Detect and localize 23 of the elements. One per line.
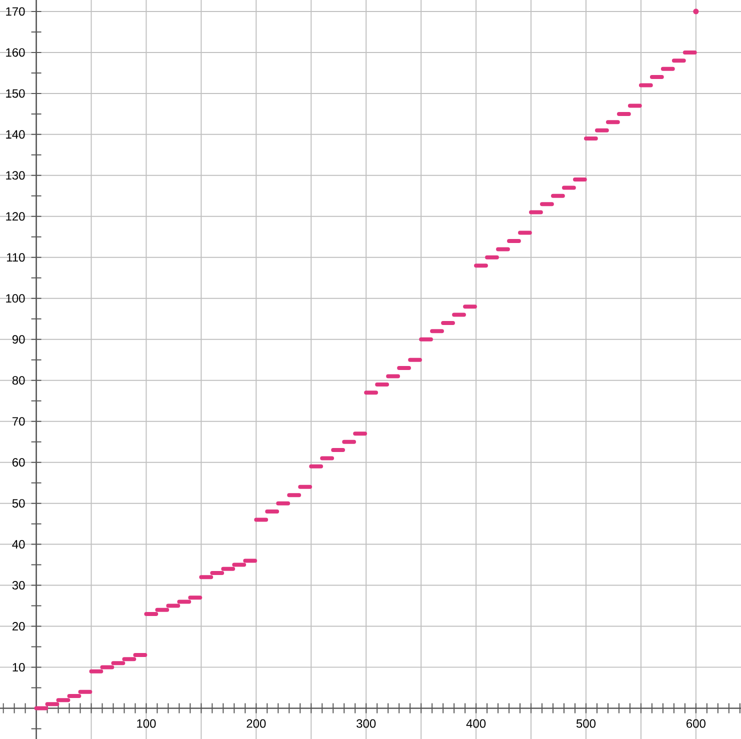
y-tick-label: 70 [12,417,25,426]
y-tick-label: 130 [6,171,25,180]
y-tick-label: 120 [6,212,25,221]
x-tick-label: 500 [576,719,596,728]
y-tick-label: 10 [12,663,25,672]
y-tick-label: 50 [12,499,25,508]
y-tick-label: 90 [12,335,25,344]
y-tick-label: 170 [6,7,25,16]
y-tick-label: 40 [12,540,25,549]
y-tick-label: 30 [12,581,25,590]
y-tick-label: 20 [12,622,25,631]
y-tick-label: 140 [6,130,25,139]
y-tick-label: 80 [12,376,25,385]
x-tick-label: 100 [137,719,156,728]
x-tick-label: 400 [466,719,486,728]
y-tick-label: 160 [6,48,25,57]
x-tick-label: 300 [356,719,376,728]
x-tick-label: 200 [246,719,266,728]
y-tick-label: 110 [7,253,25,262]
y-tick-label: 100 [6,294,25,303]
x-tick-label: 600 [686,719,706,728]
y-tick-label: 60 [12,458,25,467]
y-tick-label: 150 [6,89,25,98]
